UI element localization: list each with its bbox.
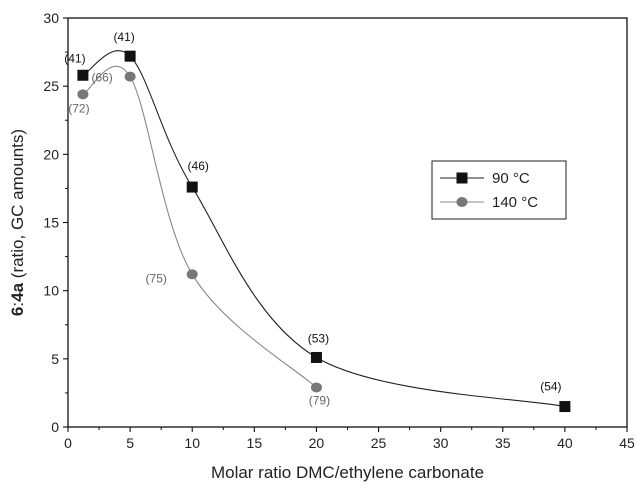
data-point-circle [186, 269, 198, 280]
y-tick-label: 25 [43, 78, 59, 94]
y-axis-title-rest: (ratio, GC amounts) [8, 129, 27, 283]
y-axis-title: 6:4a (ratio, GC amounts) [8, 129, 27, 316]
data-point-square [559, 401, 571, 413]
y-tick-label: 30 [43, 10, 59, 26]
data-point-square [310, 351, 322, 363]
plot-frame-rect [67, 17, 628, 428]
legend-box [431, 160, 567, 220]
markers [77, 50, 571, 413]
legend-label: 90 °C [492, 170, 530, 187]
x-tick-label: 40 [557, 435, 573, 451]
x-tick-label: 25 [371, 435, 387, 451]
data-point-square [124, 50, 136, 62]
data-label: (72) [68, 101, 89, 115]
data-labels: (41) (41) (46) (53) (54) (72) (66) (75) (79) [64, 30, 561, 407]
data-label: (46) [188, 159, 209, 173]
data-point-circle [310, 382, 322, 393]
data-point-square [186, 181, 198, 193]
x-tick-label: 0 [64, 435, 72, 451]
tick-labels: 0 5 10 15 20 25 30 35 40 45 0 5 10 15 20 25 30 [43, 10, 635, 451]
y-tick-label: 5 [51, 351, 59, 367]
data-point-circle [124, 71, 136, 82]
x-tick-label: 45 [619, 435, 635, 451]
y-axis-title-bold: 6 [8, 307, 27, 316]
data-label: (53) [308, 331, 329, 345]
data-point-square [77, 69, 89, 81]
x-tick-label: 10 [184, 435, 200, 451]
data-label: (75) [146, 271, 167, 285]
plot-frame [63, 17, 628, 432]
y-axis-title-separator: : [8, 302, 27, 307]
series-line-140c [82, 66, 317, 388]
data-label: (54) [540, 380, 561, 394]
y-tick-label: 0 [51, 419, 59, 435]
x-tick-label: 30 [433, 435, 449, 451]
series-line-90c [82, 50, 565, 408]
x-tick-label: 5 [126, 435, 134, 451]
legend-label: 140 °C [492, 194, 538, 211]
data-point-circle [77, 89, 89, 100]
x-tick-label: 35 [495, 435, 511, 451]
x-tick-label: 20 [309, 435, 325, 451]
data-label: (41) [113, 30, 134, 44]
y-tick-label: 15 [43, 215, 59, 231]
legend: 90 °C 140 °C [431, 160, 567, 220]
data-label: (41) [64, 51, 85, 65]
data-label: (79) [309, 393, 330, 407]
curves [82, 50, 565, 408]
x-tick-label: 15 [247, 435, 263, 451]
y-axis-title-bold2: 4a [8, 282, 27, 301]
data-label: (66) [91, 71, 112, 85]
legend-marker-square [456, 172, 468, 184]
y-tick-label: 10 [43, 283, 59, 299]
y-tick-label: 20 [43, 146, 59, 162]
legend-marker-circle [456, 197, 468, 207]
x-axis-title: Molar ratio DMC/ethylene carbonate [211, 463, 484, 482]
